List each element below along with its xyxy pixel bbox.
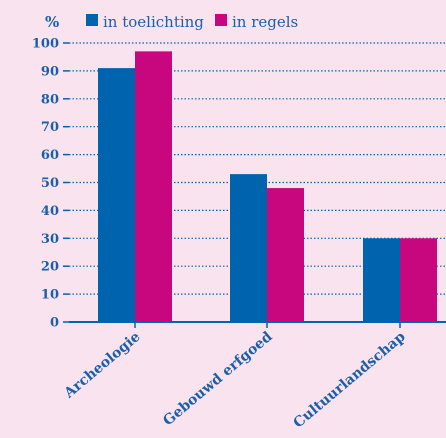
bar-gebouwd-erfgoed-in-regels	[267, 188, 304, 322]
legend-label-in-toelichting: in toelichting	[103, 13, 204, 31]
x-category-label: Archeologie	[61, 329, 144, 402]
y-axis-unit-label: %	[45, 13, 59, 31]
y-tick-label: 100	[32, 37, 59, 52]
bar-gebouwd-erfgoed-in-toelichting	[230, 174, 267, 322]
y-tick-label: 70	[41, 120, 59, 135]
y-tick-label: 0	[50, 316, 59, 331]
bar-cultuurlandschap-in-toelichting	[363, 238, 400, 322]
legend: % in toelichting in regels	[45, 13, 298, 31]
bar-archeologie-in-regels	[135, 51, 172, 323]
bars	[98, 51, 437, 323]
legend-swatch-in-regels	[215, 14, 227, 26]
y-tick-label: 40	[41, 204, 59, 219]
y-tick-label: 10	[41, 288, 59, 303]
x-axis-category-labels: Archeologie Gebouwd erfgoed Cultuurlandsch…	[61, 322, 409, 431]
legend-label-in-regels: in regels	[232, 13, 298, 31]
y-tick-label: 60	[41, 148, 59, 163]
x-category-label: Cultuurlandschap	[291, 329, 409, 432]
y-tick-label: 30	[41, 232, 59, 247]
y-tick-label: 50	[41, 176, 59, 191]
y-tick-label: 80	[41, 92, 59, 107]
bar-cultuurlandschap-in-regels	[400, 238, 437, 322]
x-category-label: Gebouwd erfgoed	[160, 329, 275, 429]
y-axis-tick-labels: 0 10 20 30 40 50 60 70 80 90 100	[32, 37, 69, 331]
y-tick-label: 90	[41, 64, 59, 79]
y-tick-label: 20	[41, 260, 59, 275]
bar-archeologie-in-toelichting	[98, 68, 135, 322]
legend-swatch-in-toelichting	[86, 14, 98, 26]
